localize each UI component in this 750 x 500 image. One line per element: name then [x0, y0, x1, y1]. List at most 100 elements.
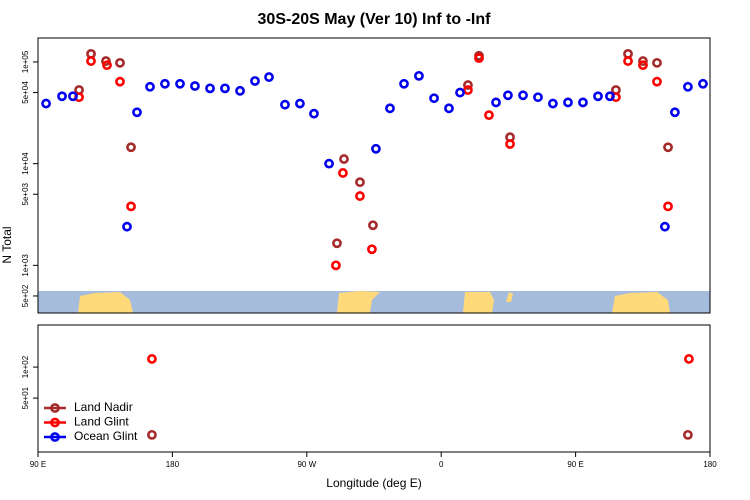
- y-tick-label: 5e+01: [21, 386, 30, 409]
- x-tick-label: 0: [439, 460, 444, 469]
- marker: [682, 429, 693, 440]
- marker: [670, 107, 680, 118]
- marker: [638, 56, 648, 66]
- marker: [385, 103, 395, 114]
- land-band: [612, 292, 670, 313]
- legend-marker: [50, 417, 60, 428]
- marker: [132, 107, 142, 118]
- marker: [368, 220, 378, 231]
- y-tick-label: 1e+04: [21, 152, 30, 175]
- marker: [324, 158, 334, 169]
- x-axis-label: Longitude (deg E): [326, 476, 421, 490]
- marker: [533, 92, 543, 103]
- marker: [623, 56, 633, 66]
- marker: [682, 81, 693, 92]
- x-tick-label: 180: [166, 460, 180, 469]
- marker: [122, 221, 132, 232]
- marker: [331, 260, 341, 271]
- marker: [57, 91, 67, 102]
- chart-title: 30S-20S May (Ver 10) Inf to -Inf: [258, 11, 492, 28]
- marker: [235, 85, 245, 96]
- marker: [663, 142, 673, 153]
- marker: [652, 76, 662, 87]
- map-strip: [38, 291, 710, 313]
- marker: [355, 177, 365, 188]
- marker: [338, 168, 348, 178]
- marker: [220, 83, 230, 94]
- marker: [503, 90, 513, 101]
- marker: [147, 354, 157, 364]
- marker: [339, 154, 349, 164]
- marker: [505, 139, 515, 149]
- marker: [68, 91, 78, 102]
- marker: [491, 97, 501, 108]
- marker: [463, 85, 473, 95]
- x-tick-label: 180: [703, 460, 717, 469]
- marker: [41, 98, 51, 109]
- ocean-band: [38, 291, 710, 313]
- marker: [638, 60, 648, 71]
- marker: [309, 108, 319, 119]
- y-tick-label: 1e+03: [21, 254, 30, 277]
- marker: [414, 70, 424, 81]
- legend-marker: [50, 403, 60, 413]
- marker: [264, 72, 274, 82]
- legend-label: Land Glint: [74, 415, 129, 429]
- marker: [160, 78, 170, 89]
- plot-frame: [37, 37, 711, 314]
- marker: [295, 98, 305, 109]
- marker: [280, 99, 290, 110]
- marker: [484, 110, 494, 121]
- plot-frame: [37, 324, 711, 453]
- y-tick-label: 1e+02: [21, 355, 30, 378]
- land-band: [506, 292, 513, 302]
- marker: [115, 57, 125, 68]
- marker: [548, 98, 558, 109]
- y-tick-label: 1e+05: [21, 50, 30, 73]
- marker: [205, 83, 215, 94]
- marker: [190, 81, 200, 91]
- marker: [652, 57, 662, 68]
- marker: [593, 91, 603, 102]
- x-tick-label: 90 W: [297, 460, 316, 469]
- marker: [463, 80, 473, 90]
- marker: [605, 91, 615, 102]
- marker: [147, 429, 157, 440]
- y-tick-label: 5e+03: [21, 182, 30, 205]
- marker: [455, 87, 465, 98]
- marker: [578, 97, 588, 108]
- y-tick-label: 5e+04: [21, 81, 30, 104]
- land-band: [78, 292, 133, 313]
- marker: [86, 56, 96, 66]
- marker: [175, 78, 185, 89]
- marker: [663, 201, 673, 212]
- marker: [698, 78, 708, 89]
- y-axis-label: N Total: [0, 226, 14, 263]
- marker: [684, 354, 694, 364]
- marker: [102, 60, 112, 71]
- marker: [399, 78, 409, 89]
- marker: [474, 53, 484, 64]
- land-band: [463, 292, 494, 313]
- marker: [126, 201, 136, 212]
- y-tick-label: 5e+02: [21, 284, 30, 307]
- marker: [126, 142, 136, 153]
- marker: [371, 143, 381, 154]
- land-band: [337, 291, 380, 313]
- marker: [332, 238, 342, 249]
- marker: [250, 76, 260, 86]
- legend-label: Ocean Glint: [74, 429, 138, 443]
- marker: [444, 103, 454, 114]
- x-tick-label: 90 E: [567, 460, 583, 469]
- marker: [429, 93, 439, 104]
- marker: [563, 97, 573, 108]
- legend-marker: [50, 432, 60, 442]
- x-tick-label: 90 E: [30, 460, 46, 469]
- marker: [145, 81, 155, 92]
- marker: [367, 244, 377, 255]
- legend-label: Land Nadir: [74, 400, 133, 414]
- marker: [355, 191, 365, 201]
- marker: [518, 90, 528, 101]
- marker: [115, 76, 125, 87]
